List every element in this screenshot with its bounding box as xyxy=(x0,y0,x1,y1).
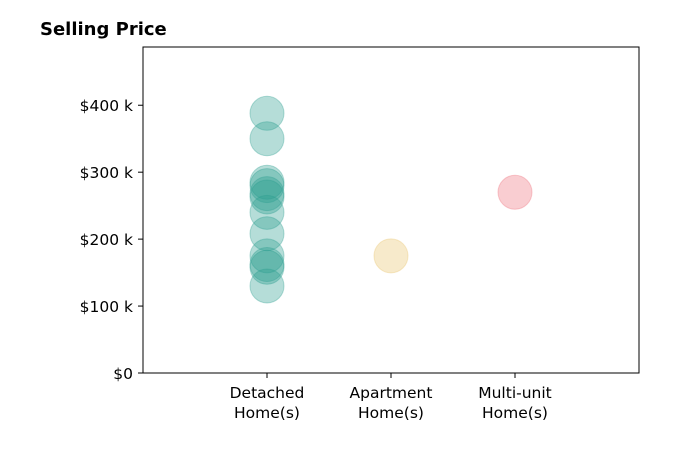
x-tick-label-line: Apartment xyxy=(350,384,433,402)
y-tick-label: $400 k xyxy=(80,97,133,115)
data-point xyxy=(249,176,285,212)
data-point xyxy=(249,95,285,131)
data-point xyxy=(249,179,285,215)
data-point xyxy=(249,194,285,230)
x-tick-label: Multi-unit Home(s) xyxy=(478,384,552,422)
data-point xyxy=(249,247,285,283)
x-tick-label-line: Home(s) xyxy=(482,404,548,422)
plot-area-frame xyxy=(142,46,640,374)
data-point xyxy=(249,268,285,304)
y-tick-label: $200 k xyxy=(80,231,133,249)
y-tick-label: $0 xyxy=(113,365,133,383)
x-tick-label-line: Multi-unit xyxy=(478,384,552,402)
data-point xyxy=(249,168,285,204)
data-point xyxy=(249,249,285,285)
y-tick-label: $300 k xyxy=(80,164,133,182)
y-axis: $0 $100 k $200 k $300 k $400 k xyxy=(80,97,143,383)
x-tick-label-line: Detached xyxy=(230,384,305,402)
x-tick-label-line: Home(s) xyxy=(234,404,300,422)
y-tick-label: $100 k xyxy=(80,298,133,316)
data-point xyxy=(249,238,285,274)
data-point xyxy=(249,164,285,200)
x-axis: Detached Home(s)Apartment Home(s)Multi-uni… xyxy=(230,373,552,422)
chart-title: Selling Price xyxy=(40,19,167,40)
data-points xyxy=(249,95,533,304)
data-point xyxy=(373,238,409,274)
data-point xyxy=(497,174,533,210)
data-point xyxy=(249,121,285,157)
x-tick-label: Apartment Home(s) xyxy=(350,384,433,422)
x-tick-label-line: Home(s) xyxy=(358,404,424,422)
data-point xyxy=(249,216,285,252)
x-tick-label: Detached Home(s) xyxy=(230,384,305,422)
